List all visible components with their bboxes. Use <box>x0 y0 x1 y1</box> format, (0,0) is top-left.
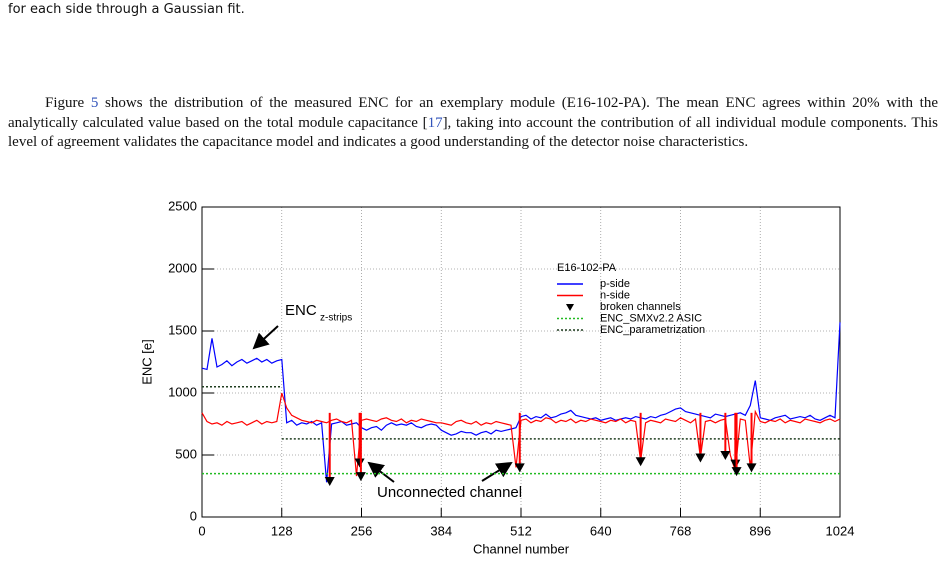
y-tick-label: 1000 <box>168 384 197 399</box>
annotation: ENC <box>285 302 317 319</box>
broken-channel-marker <box>635 457 646 467</box>
annotation-subscript: z-strips <box>320 313 352 324</box>
plot-frame <box>201 206 841 518</box>
broken-channel-marker <box>731 467 742 477</box>
legend-marker <box>566 304 574 311</box>
annotation: Unconnected channel <box>377 484 522 501</box>
arrow <box>481 461 513 482</box>
paragraph: Figure 5 shows the distribution of the m… <box>8 94 938 153</box>
y-tick-label: 500 <box>175 446 197 461</box>
x-tick-label: 1024 <box>826 523 855 538</box>
text: ], taking into account the contribution … <box>8 114 938 151</box>
legend-label: ENC_SMXv2.2 ASIC <box>600 312 702 324</box>
broken-channel-marker <box>514 463 525 473</box>
broken-channel-marker <box>354 458 365 468</box>
y-axis-label: ENC [e] <box>139 339 154 385</box>
figure-ref[interactable]: 5 <box>90 95 99 111</box>
x-tick-label: 384 <box>430 523 452 538</box>
y-tick-label: 2000 <box>168 260 197 275</box>
legend-label: p-side <box>600 278 630 290</box>
legend-label: n-side <box>600 289 630 301</box>
broken-channel-marker <box>324 477 335 487</box>
broken-channel-marker <box>746 463 757 473</box>
y-tick-label: 1500 <box>168 322 197 337</box>
arrow <box>367 461 395 483</box>
legend-title: E16-102-PA <box>557 262 617 274</box>
legend-label: ENC_parametrization <box>600 324 705 336</box>
broken-channel-marker <box>730 459 741 469</box>
legend-label: broken channels <box>600 301 681 313</box>
series-line <box>202 386 840 440</box>
text: shows the distribution of the measured E… <box>8 95 938 131</box>
series-line <box>201 322 841 483</box>
series-line <box>201 392 841 477</box>
x-tick-label: 896 <box>749 523 771 538</box>
x-tick-label: 128 <box>271 523 293 538</box>
x-tick-label: 256 <box>351 523 373 538</box>
x-tick-label: 512 <box>510 523 532 538</box>
text: [ <box>422 114 428 131</box>
x-tick-label: 0 <box>198 523 205 538</box>
broken-channel-marker <box>695 453 706 463</box>
x-tick-label: 768 <box>670 523 692 538</box>
x-tick-label: 640 <box>590 523 612 538</box>
broken-channel-marker <box>355 472 366 482</box>
top-text: for each side through a Gaussian fit. <box>8 2 245 17</box>
citation[interactable]: 17 <box>427 114 443 131</box>
x-axis-label: Channel number <box>473 541 570 556</box>
y-tick-label: 0 <box>190 508 197 523</box>
arrow <box>252 325 279 350</box>
text: Figure <box>45 95 91 111</box>
broken-channel-marker <box>720 451 731 460</box>
y-tick-label: 2500 <box>168 198 197 213</box>
